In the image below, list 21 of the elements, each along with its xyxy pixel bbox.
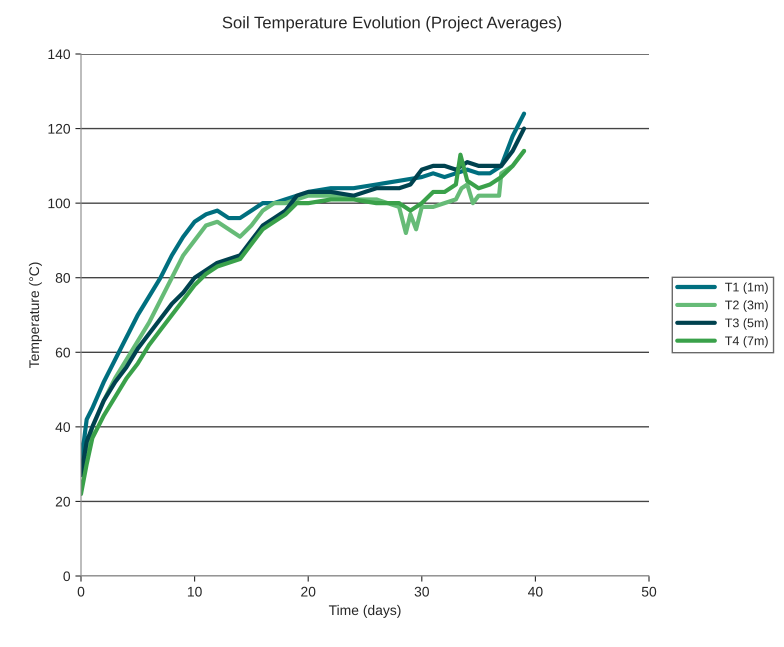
y-axis-title: Temperature (°C) bbox=[28, 262, 42, 368]
y-tick-label: 0 bbox=[63, 571, 70, 582]
chart-title: Soil Temperature Evolution (Project Averages) bbox=[222, 16, 562, 32]
y-tick-label: 120 bbox=[48, 124, 70, 134]
y-tick-label: 60 bbox=[56, 348, 70, 358]
y-tick-label: 80 bbox=[56, 273, 70, 283]
x-tick-label: 20 bbox=[301, 586, 316, 597]
legend-label: T3 (5m) bbox=[725, 318, 768, 330]
legend-label: T2 (3m) bbox=[725, 300, 768, 312]
x-tick-label: 0 bbox=[78, 586, 84, 597]
y-tick-label: 100 bbox=[48, 198, 70, 208]
legend-label: T1 (1m) bbox=[725, 282, 768, 294]
legend-label: T4 (7m) bbox=[725, 336, 768, 348]
y-tick-label: 20 bbox=[56, 496, 70, 507]
x-tick-label: 40 bbox=[528, 586, 543, 597]
y-tick-label: 140 bbox=[48, 49, 70, 60]
x-tick-label: 50 bbox=[642, 586, 656, 597]
x-tick-label: 30 bbox=[414, 586, 429, 597]
y-tick-label: 40 bbox=[55, 422, 70, 432]
x-axis-title: Time (days) bbox=[328, 604, 401, 618]
x-tick-label: 10 bbox=[188, 586, 202, 597]
